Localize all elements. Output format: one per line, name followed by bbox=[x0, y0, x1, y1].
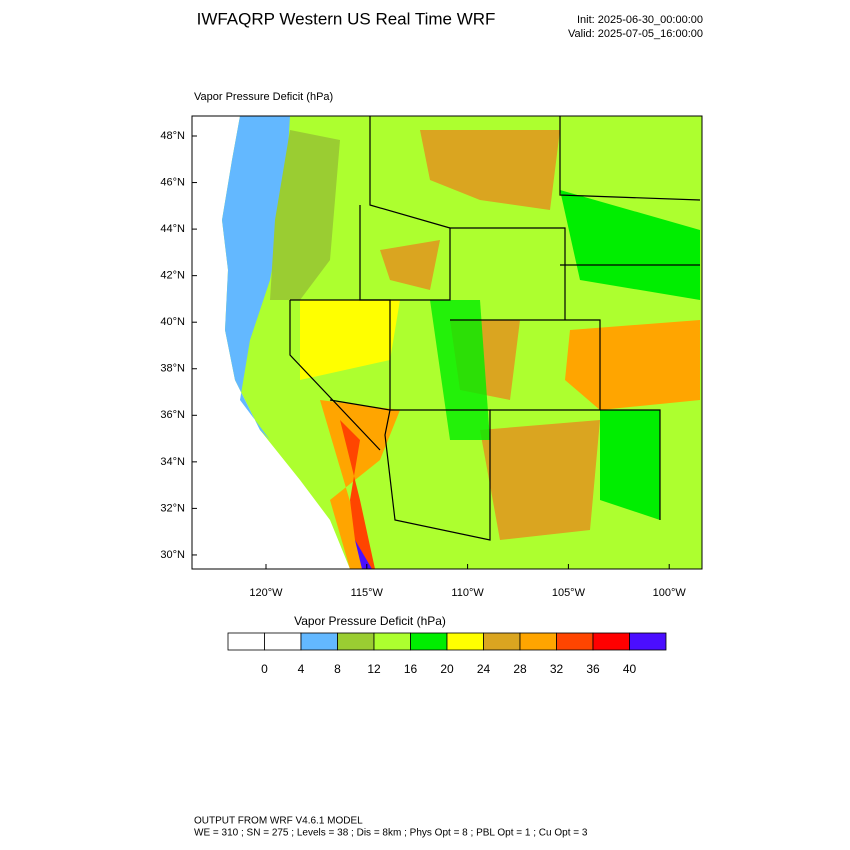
lon-label: 115°W bbox=[351, 587, 384, 599]
lat-label: 34°N bbox=[160, 456, 185, 468]
colorbar-box bbox=[300, 632, 338, 651]
colorbar-label: 0 bbox=[261, 662, 268, 676]
footer-line: OUTPUT FROM WRF V4.6.1 MODEL bbox=[194, 816, 363, 827]
field-label: Vapor Pressure Deficit (hPa) bbox=[194, 91, 333, 103]
lat-label: 40°N bbox=[160, 316, 185, 328]
title: IWFAQRP Western US Real Time WRF bbox=[197, 9, 496, 28]
colorbar-label: 40 bbox=[623, 662, 637, 676]
colorbar-label: 12 bbox=[367, 662, 381, 676]
lon-label: 110°W bbox=[451, 587, 484, 599]
colorbar-label: 28 bbox=[513, 662, 527, 676]
lat-label: 32°N bbox=[160, 502, 185, 514]
colorbar-label: 8 bbox=[334, 662, 341, 676]
lat-label: 38°N bbox=[160, 363, 185, 375]
colorbar-label: 36 bbox=[586, 662, 600, 676]
colorbar-box bbox=[629, 632, 667, 651]
colorbar-label: 20 bbox=[440, 662, 454, 676]
lon-label: 120°W bbox=[249, 587, 283, 599]
lat-label: 46°N bbox=[160, 176, 185, 188]
colorbar-box bbox=[556, 632, 594, 651]
lat-label: 36°N bbox=[160, 409, 185, 421]
lon-label: 100°W bbox=[653, 587, 687, 599]
lat-label: 30°N bbox=[160, 549, 185, 561]
lat-label: 42°N bbox=[160, 270, 185, 282]
valid-time: Valid: 2025-07-05_16:00:00 bbox=[568, 28, 703, 40]
init-time: Init: 2025-06-30_00:00:00 bbox=[577, 14, 703, 26]
colorbar-box bbox=[483, 632, 521, 651]
lat-label: 48°N bbox=[160, 130, 185, 142]
lon-label: 105°W bbox=[552, 587, 586, 599]
colorbar-box bbox=[264, 632, 302, 651]
colorbar-box bbox=[592, 632, 630, 651]
colorbar-label: 4 bbox=[298, 662, 305, 676]
colorbar-box bbox=[373, 632, 411, 651]
colorbar-label: 24 bbox=[477, 662, 491, 676]
colorbar-box bbox=[227, 632, 265, 651]
footer-line: WE = 310 ; SN = 275 ; Levels = 38 ; Dis … bbox=[194, 828, 588, 839]
lat-label: 44°N bbox=[160, 223, 185, 235]
colorbar-title: Vapor Pressure Deficit (hPa) bbox=[294, 614, 446, 628]
colorbar-box bbox=[519, 632, 557, 651]
colorbar-box bbox=[410, 632, 448, 651]
colorbar-box bbox=[446, 632, 484, 651]
colorbar-label: 16 bbox=[404, 662, 418, 676]
map bbox=[191, 115, 703, 570]
colorbar-label: 32 bbox=[550, 662, 564, 676]
colorbar-box bbox=[337, 632, 375, 651]
